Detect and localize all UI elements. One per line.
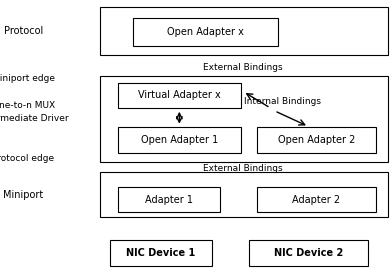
Text: Open Adapter 1: Open Adapter 1: [141, 135, 218, 145]
Bar: [257, 187, 376, 212]
Text: Open Adapter 2: Open Adapter 2: [278, 135, 355, 145]
Text: Internal Bindings: Internal Bindings: [244, 97, 321, 106]
Text: One-to-n MUX: One-to-n MUX: [0, 101, 55, 110]
Bar: [110, 240, 212, 266]
Text: External Bindings: External Bindings: [203, 63, 283, 71]
Bar: [100, 76, 388, 162]
Text: Protocol edge: Protocol edge: [0, 154, 54, 163]
Bar: [257, 127, 376, 153]
Text: NIC Device 1: NIC Device 1: [126, 248, 195, 258]
Bar: [118, 187, 220, 212]
Text: Adapter 2: Adapter 2: [292, 195, 341, 205]
Text: Adapter 1: Adapter 1: [145, 195, 192, 205]
Text: Intermediate Driver: Intermediate Driver: [0, 114, 68, 123]
Text: Virtual Adapter x: Virtual Adapter x: [138, 90, 221, 100]
Bar: [100, 172, 388, 217]
Bar: [133, 18, 278, 46]
Bar: [118, 127, 241, 153]
Text: Miniport: Miniport: [4, 190, 44, 200]
Text: Protocol: Protocol: [4, 26, 43, 36]
Bar: [118, 83, 241, 108]
Text: Open Adapter x: Open Adapter x: [167, 27, 244, 37]
Text: Miniport edge: Miniport edge: [0, 75, 55, 83]
Text: External Bindings: External Bindings: [203, 164, 283, 173]
Bar: [100, 7, 388, 55]
Text: NIC Device 2: NIC Device 2: [274, 248, 343, 258]
Bar: [249, 240, 368, 266]
